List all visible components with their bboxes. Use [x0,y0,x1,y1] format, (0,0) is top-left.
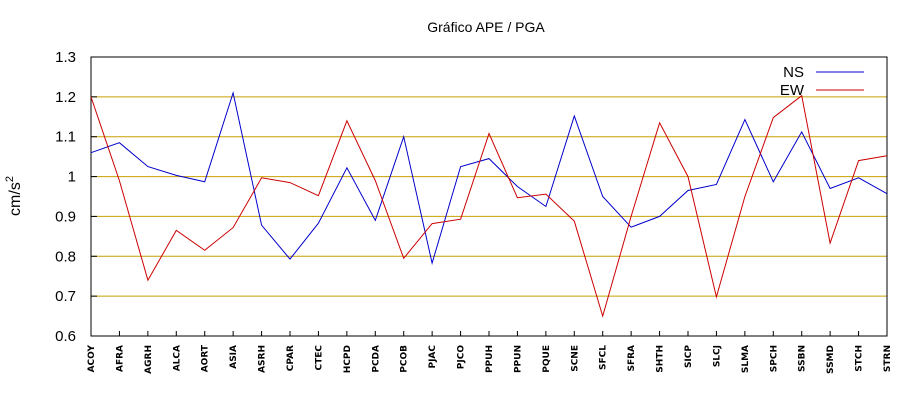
x-tick-label: ASIA [229,345,239,369]
x-tick-label: ACOY [87,345,97,373]
y-tick-label: 0.8 [55,248,76,265]
x-tick-label: CPAR [286,345,296,371]
x-tick-label: SCNE [570,345,580,372]
y-axis-label: cm/s2 [4,176,24,216]
x-tick-label: STCH [855,345,865,372]
x-tick-label: AGRH [144,345,154,374]
y-tick-label: 1.1 [55,129,76,146]
y-tick-label: 0.9 [55,208,76,225]
y-axis-label-superscript: 2 [4,176,16,182]
x-tick-label: PPUH [485,345,495,373]
x-tick-label: HCPD [343,345,353,373]
x-tick-label: SPCH [769,345,779,372]
x-tick-label: SFCL [599,345,609,370]
y-axis-label-text: cm/s [7,182,24,216]
x-tick-label: STRN [883,345,893,372]
x-tick-label: PJAC [428,345,438,369]
y-tick-label: 0.7 [55,288,76,305]
series-line-ew [90,94,888,318]
x-tick-label: SFRA [627,345,637,372]
x-tick-label: PCOB [400,345,410,373]
x-tick-label: PCDA [371,345,381,373]
x-axis-ticks: ACOY AFRA AGRH ALCA AORT ASIA ASRH CPAR CTEC HCPD… [87,331,893,374]
x-tick-label: ALCA [172,345,182,371]
x-tick-label: AORT [201,344,211,372]
x-tick-label: SLCJ [712,345,722,367]
x-tick-label: SHTH [656,345,666,373]
series-lines [90,90,888,318]
x-tick-label: SSBN [798,345,808,372]
x-tick-label: SLMA [741,345,751,373]
y-tick-label: 0.6 [55,328,76,345]
x-tick-label: CTEC [314,345,324,371]
x-tick-label: PJCO [457,345,467,370]
y-tick-label: 1 [68,169,76,186]
x-tick-label: PQUE [542,345,552,373]
x-tick-label: AFRA [115,345,125,372]
y-tick-label: 1.3 [55,49,76,66]
legend-label-ew: EW [780,82,805,99]
x-tick-label: SSMD [826,345,836,374]
x-tick-label: ASRH [258,345,268,373]
x-tick-label: SICP [684,345,694,368]
series-line-ns [90,90,888,266]
grid-lines [91,96,887,297]
x-tick-label: PPUN [513,345,523,373]
legend-label-ns: NS [783,64,804,81]
y-tick-label: 1.2 [55,89,76,106]
plot-frame [90,56,888,337]
y-axis-ticks: 0.6 0.7 0.8 0.9 1 1.1 1.2 1.3 [55,49,97,345]
chart-title: Gráfico APE / PGA [427,19,545,35]
